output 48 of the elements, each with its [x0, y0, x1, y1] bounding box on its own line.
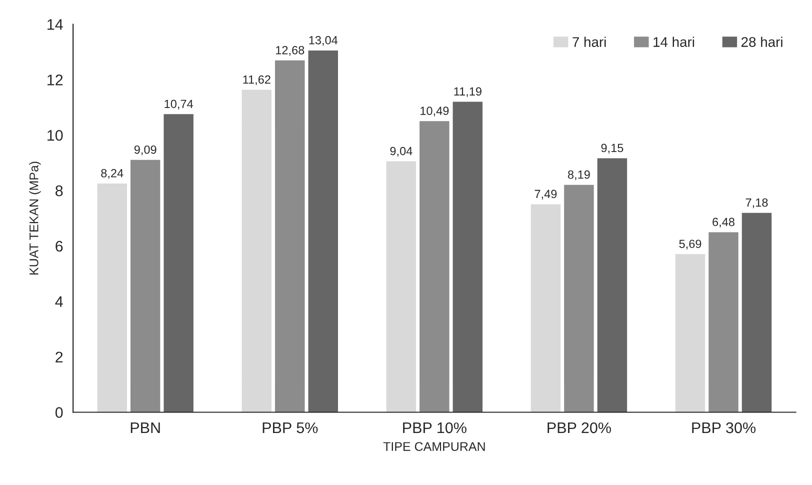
- bar: [420, 121, 450, 412]
- data-label: 6,48: [712, 218, 734, 228]
- bar: [97, 183, 127, 412]
- y-tick-label: 8: [56, 185, 63, 196]
- legend-label: 7 hari: [572, 36, 606, 47]
- bar: [597, 158, 628, 412]
- x-tick-label: PBN: [130, 422, 160, 434]
- y-tick-label: 6: [56, 240, 63, 252]
- bar: [386, 161, 416, 412]
- y-axis-title: KUAT TEKAN (MPa): [29, 162, 41, 275]
- bar: [452, 102, 483, 412]
- bar: [164, 114, 194, 412]
- x-axis-title: TIPE CAMPURAN: [383, 442, 485, 451]
- data-label: 11,62: [243, 75, 270, 86]
- bar: [742, 212, 772, 412]
- y-tick-label: 10: [48, 130, 63, 141]
- y-tick-label: 14: [48, 19, 63, 30]
- data-label: 10,74: [164, 100, 194, 110]
- data-label: 9,09: [134, 145, 156, 156]
- data-label: 8,24: [101, 169, 124, 179]
- y-tick-label: 0: [55, 407, 63, 418]
- bar: [530, 204, 561, 412]
- data-label: 8,19: [568, 170, 590, 180]
- x-tick-label: PBP 5%: [262, 422, 318, 434]
- bar: [130, 160, 160, 412]
- y-tick-label: 2: [56, 352, 63, 362]
- data-label: 9,15: [601, 144, 624, 154]
- bar: [308, 50, 338, 412]
- bar: [564, 184, 594, 412]
- x-tick-label: PBP 10%: [403, 422, 466, 434]
- legend-label: 28 hari: [741, 36, 782, 47]
- data-label: 9,04: [390, 146, 412, 157]
- x-tick-label: PBP 30%: [692, 422, 756, 434]
- bar: [275, 60, 305, 412]
- data-label: 7,18: [746, 198, 768, 208]
- data-label: 12,68: [276, 46, 304, 56]
- data-label: 5,69: [679, 240, 702, 250]
- bar: [242, 90, 272, 412]
- data-label: 11,19: [454, 87, 482, 98]
- data-label: 10,49: [420, 106, 449, 116]
- data-label: 13,04: [309, 36, 338, 46]
- y-tick-label: 4: [55, 296, 63, 307]
- y-tick-label: 12: [48, 74, 63, 86]
- bar: [708, 232, 738, 412]
- legend-label: 14 hari: [654, 36, 694, 47]
- data-label: 7,49: [534, 190, 557, 200]
- x-tick-label: PBP 20%: [548, 422, 611, 434]
- bar: [675, 254, 706, 412]
